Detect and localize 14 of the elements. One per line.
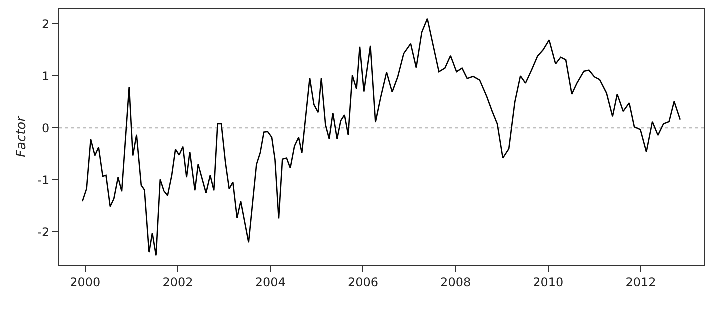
x-tick-label: 2010 <box>533 275 564 290</box>
y-tick-label: -2 <box>38 225 50 240</box>
x-tick-label: 2012 <box>626 275 656 290</box>
x-tick-label: 2006 <box>348 275 378 290</box>
y-tick-label: 0 <box>42 121 50 136</box>
y-axis-title: Factor <box>14 114 30 158</box>
x-tick-label: 2000 <box>70 275 101 290</box>
y-tick-label: -1 <box>38 173 50 188</box>
x-tick-label: 2004 <box>255 275 286 290</box>
y-tick-label: 2 <box>42 17 50 32</box>
line-series <box>82 18 682 256</box>
x-tick-label: 2002 <box>162 275 194 290</box>
x-tick-label: 2008 <box>440 275 472 290</box>
y-tick-label: 1 <box>42 69 50 84</box>
